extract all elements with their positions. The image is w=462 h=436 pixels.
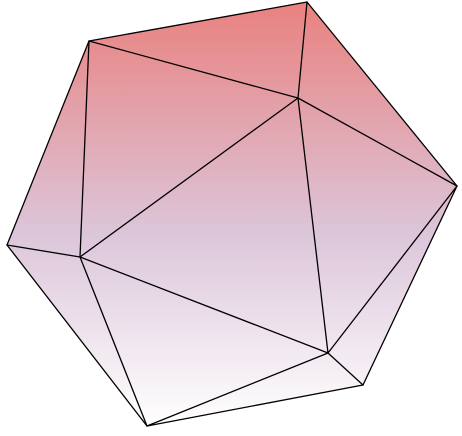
edge-outline [362, 185, 458, 386]
edge-outline [306, 1, 458, 187]
edge-internal [297, 1, 308, 99]
edge-internal [327, 185, 458, 354]
edge-internal [146, 352, 329, 427]
edge-internal [6, 244, 81, 258]
edge-internal [297, 97, 458, 187]
outline-edges [6, 1, 458, 427]
edge-internal [79, 97, 299, 258]
internal-edges [6, 1, 458, 427]
edge-internal [88, 40, 299, 99]
edge-internal [79, 256, 329, 354]
edge-internal [79, 256, 148, 427]
edge-outline [6, 244, 148, 427]
edge-outline [146, 384, 364, 427]
edge-outline [6, 40, 90, 246]
icosahedron-body [7, 2, 457, 426]
edge-internal [297, 97, 329, 354]
edge-outline [88, 1, 308, 42]
edge-internal [327, 352, 364, 386]
edge-internal [79, 40, 90, 258]
